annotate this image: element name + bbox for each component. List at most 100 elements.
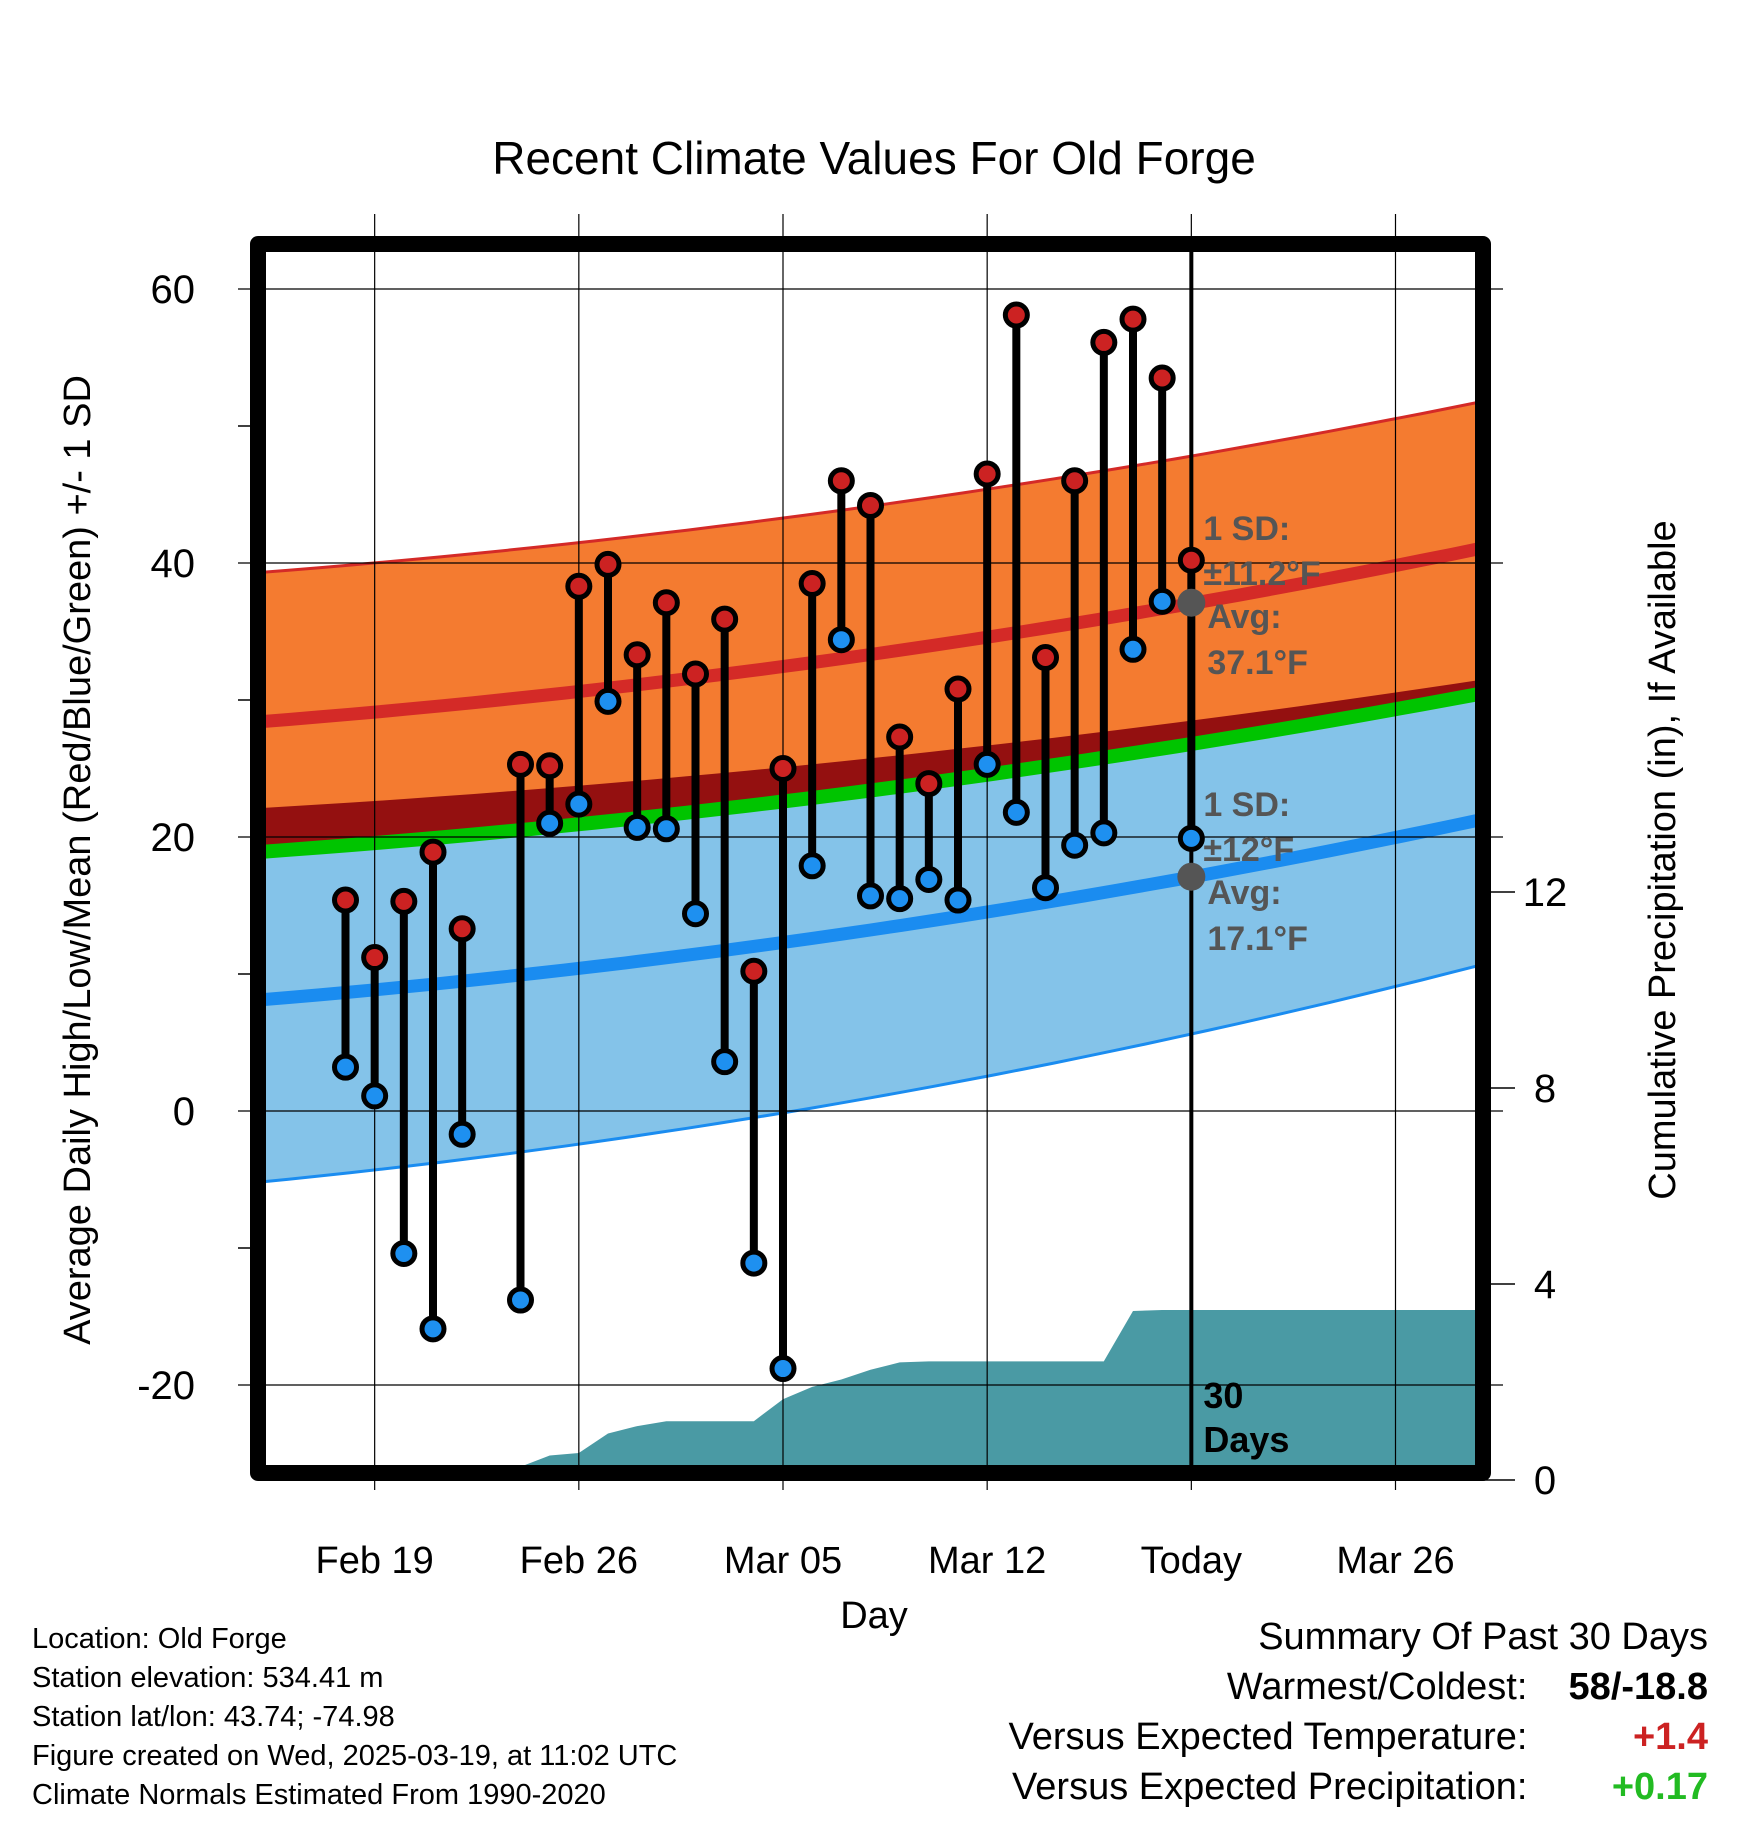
y-tick-label: 40 bbox=[151, 542, 196, 586]
high-avg-label: Avg: bbox=[1207, 598, 1281, 636]
y-tick-label: -20 bbox=[137, 1364, 195, 1408]
x-tick-label: Feb 19 bbox=[316, 1540, 434, 1582]
daily-high-point bbox=[390, 887, 418, 915]
y2-axis-label: Cumulative Precipitation (in), If Availa… bbox=[1642, 520, 1684, 1199]
daily-high-point bbox=[1061, 467, 1089, 495]
normals-text: Climate Normals Estimated From 1990-2020 bbox=[32, 1779, 606, 1811]
x-tick-label: Today bbox=[1141, 1540, 1242, 1582]
high-sd-label: 1 SD: bbox=[1203, 510, 1290, 548]
daily-low-point bbox=[740, 1249, 768, 1277]
daily-low-point bbox=[361, 1082, 389, 1110]
daily-low-point bbox=[390, 1239, 418, 1267]
low-sd-value: ±12°F bbox=[1203, 831, 1294, 869]
daily-high-point bbox=[419, 838, 447, 866]
x-axis-label: Day bbox=[840, 1595, 908, 1637]
precipitation-row: Versus Expected Precipitation: +0.17 bbox=[1009, 1762, 1708, 1812]
precipitation-area bbox=[478, 1310, 1483, 1473]
station-info: Location: Old Forge Station elevation: 5… bbox=[32, 1620, 677, 1815]
low-avg-label: Avg: bbox=[1207, 874, 1281, 912]
low-normal-band bbox=[258, 693, 1483, 1183]
daily-low-point bbox=[1090, 819, 1118, 847]
daily-low-point bbox=[565, 790, 593, 818]
daily-high-point bbox=[507, 750, 534, 778]
x-tick-label: Mar 26 bbox=[1336, 1540, 1454, 1582]
daily-high-point bbox=[944, 675, 972, 703]
daily-low-point bbox=[857, 882, 884, 910]
daily-low-point bbox=[827, 626, 855, 654]
chart-title: Recent Climate Values For Old Forge bbox=[492, 132, 1256, 184]
daily-high-point bbox=[740, 957, 768, 985]
daily-high-point bbox=[565, 572, 593, 600]
daily-high-point bbox=[1148, 364, 1176, 392]
normals-annotations: 1 SD: ±11.2°F Avg: 37.1°F 1 SD: ±12°F Avg: 17.1… bbox=[1177, 510, 1321, 958]
latlon-text: Station lat/lon: 43.74; -74.98 bbox=[32, 1701, 395, 1733]
y2-tick-label: 12 bbox=[1523, 871, 1568, 915]
location-text: Location: Old Forge bbox=[32, 1623, 287, 1655]
elevation-text: Station elevation: 534.41 m bbox=[32, 1662, 384, 1694]
axes: -20 0 20 40 60 0 4 8 12 Feb 19 Feb 26 Mar 05 Mar 12 T… bbox=[137, 268, 1567, 1582]
daily-high-point bbox=[594, 550, 622, 578]
warmest-coldest-row: Warmest/Coldest: 58/-18.8 bbox=[1009, 1662, 1708, 1712]
daily-low-point bbox=[1032, 874, 1059, 902]
daily-low-point bbox=[1119, 635, 1147, 663]
daily-low-point bbox=[886, 885, 914, 913]
daily-high-point bbox=[886, 723, 914, 751]
daily-high-point bbox=[915, 770, 943, 798]
warmest-value: 58/-18.8 bbox=[1568, 1666, 1708, 1708]
daily-high-point bbox=[1002, 301, 1030, 329]
summary-panel: Summary Of Past 30 Days Warmest/Coldest:… bbox=[1009, 1612, 1708, 1812]
daily-marks bbox=[332, 301, 1205, 1383]
precipitation-label: Versus Expected Precipitation: bbox=[1012, 1766, 1528, 1808]
low-lower-sd-line bbox=[258, 962, 1483, 1184]
y2-tick-label: 0 bbox=[1534, 1459, 1556, 1503]
daily-high-point bbox=[1119, 305, 1147, 333]
summary-title: Summary Of Past 30 Days bbox=[1258, 1616, 1708, 1658]
daily-low-point bbox=[448, 1120, 476, 1148]
x-tick-label: Feb 26 bbox=[520, 1540, 638, 1582]
daily-low-point bbox=[682, 900, 709, 928]
daily-low-point bbox=[1061, 831, 1089, 859]
plot-border bbox=[250, 236, 1491, 1481]
daily-high-point bbox=[361, 944, 389, 972]
daily-high-point bbox=[711, 605, 739, 633]
window-label: 30 bbox=[1203, 1375, 1243, 1416]
y-tick-label: 20 bbox=[151, 816, 196, 860]
window-label: Days bbox=[1203, 1419, 1289, 1460]
temperature-label: Versus Expected Temperature: bbox=[1008, 1716, 1528, 1758]
daily-high-point bbox=[652, 589, 680, 617]
daily-low-point bbox=[915, 865, 943, 893]
created-text: Figure created on Wed, 2025-03-19, at 11… bbox=[32, 1740, 678, 1772]
daily-low-point bbox=[798, 852, 826, 880]
daily-high-point bbox=[973, 460, 1001, 488]
daily-high-point bbox=[1177, 546, 1205, 574]
low-avg-value: 17.1°F bbox=[1207, 920, 1308, 958]
daily-low-point bbox=[623, 813, 651, 841]
high-sd-value: ±11.2°F bbox=[1203, 555, 1320, 593]
x-tick-label: Mar 12 bbox=[928, 1540, 1046, 1582]
daily-low-point bbox=[769, 1355, 797, 1383]
daily-low-point bbox=[536, 809, 564, 837]
daily-high-point bbox=[448, 915, 476, 943]
daily-high-point bbox=[1090, 328, 1118, 356]
precipitation-value: +0.17 bbox=[1611, 1766, 1708, 1808]
daily-low-point bbox=[652, 815, 680, 843]
daily-high-point bbox=[857, 491, 884, 519]
y2-tick-label: 4 bbox=[1534, 1263, 1556, 1307]
daily-low-point bbox=[944, 886, 972, 914]
daily-low-point bbox=[419, 1315, 447, 1343]
daily-high-point bbox=[682, 660, 709, 688]
daily-low-point bbox=[711, 1048, 739, 1076]
daily-low-point bbox=[973, 750, 1001, 778]
daily-low-point bbox=[1002, 798, 1030, 826]
high-avg-point bbox=[1177, 588, 1206, 617]
daily-high-point bbox=[623, 641, 651, 669]
low-avg-point bbox=[1177, 862, 1206, 891]
daily-high-point bbox=[798, 570, 826, 598]
x-tick-label: Mar 05 bbox=[724, 1540, 842, 1582]
daily-high-point bbox=[827, 467, 855, 495]
daily-low-point bbox=[332, 1053, 359, 1081]
temperature-value: +1.4 bbox=[1632, 1716, 1708, 1758]
y-axis-label: Average Daily High/Low/Mean (Red/Blue/Gr… bbox=[57, 375, 99, 1345]
